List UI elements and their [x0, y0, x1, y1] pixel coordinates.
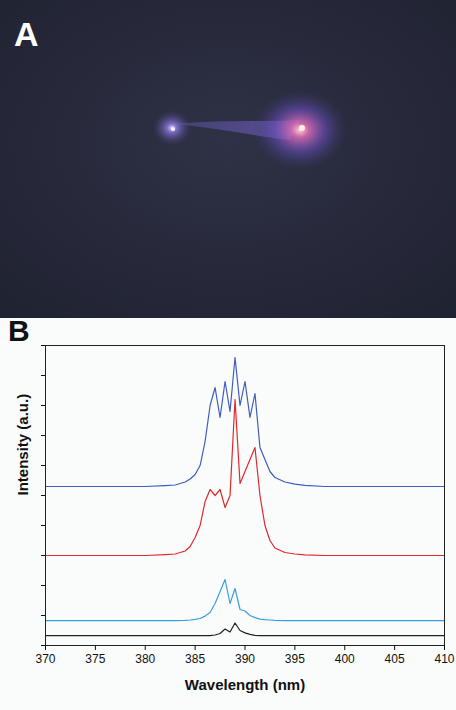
svg-text:Intensity (a.u.): Intensity (a.u.) — [14, 394, 31, 496]
html-text:B: B — [8, 314, 30, 347]
svg-text:400: 400 — [335, 652, 355, 666]
svg-text:380: 380 — [135, 652, 155, 666]
svg-text:395: 395 — [285, 652, 305, 666]
svg-text:A: A — [14, 15, 39, 53]
svg-text:370: 370 — [35, 652, 55, 666]
svg-text:410: 410 — [434, 652, 454, 666]
svg-text:385: 385 — [185, 652, 205, 666]
svg-text:375: 375 — [85, 652, 105, 666]
svg-text:Wavelength (nm): Wavelength (nm) — [185, 676, 305, 693]
svg-text:390: 390 — [235, 652, 255, 666]
svg-text:405: 405 — [385, 652, 405, 666]
